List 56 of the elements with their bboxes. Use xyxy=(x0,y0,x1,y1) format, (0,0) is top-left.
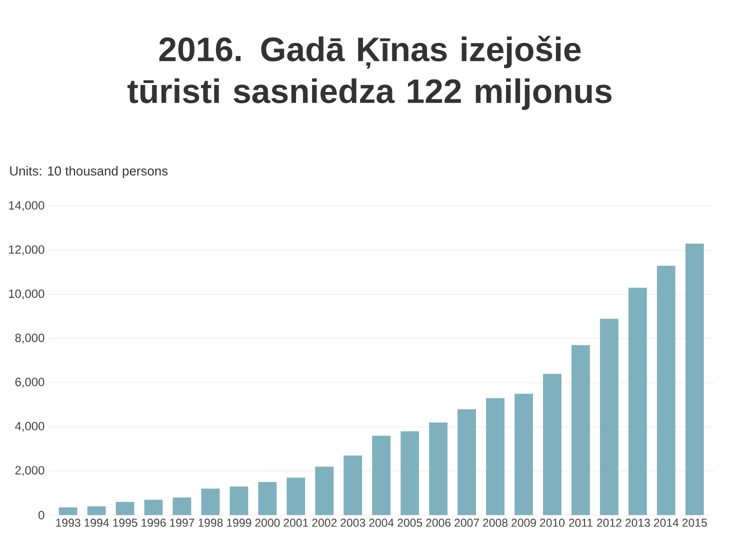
bar xyxy=(172,498,192,516)
x-tick-label: 2000 xyxy=(255,518,280,527)
y-tick-label: 2,000 xyxy=(15,466,44,476)
y-tick-label: 4,000 xyxy=(15,422,44,432)
bar xyxy=(656,266,676,516)
bar xyxy=(685,244,704,516)
bar xyxy=(258,482,277,516)
y-tick-label: 6,000 xyxy=(15,378,44,388)
x-tick-label: 2009 xyxy=(512,518,536,527)
x-tick-label: 2006 xyxy=(426,518,451,527)
x-tick-label: 1998 xyxy=(198,518,223,527)
x-tick-label: 2015 xyxy=(682,518,707,527)
x-tick-label: 2011 xyxy=(568,518,592,527)
bar xyxy=(116,502,134,516)
x-tick-label: 1994 xyxy=(84,518,109,527)
bar xyxy=(486,398,504,516)
x-tick-label: 2012 xyxy=(597,518,622,527)
y-tick-label: 12,000 xyxy=(9,245,44,256)
y-tick-label: 14,000 xyxy=(9,201,44,212)
bar xyxy=(58,507,78,516)
text: Units: 10 thousand persons xyxy=(10,166,168,178)
x-tick-label: 2005 xyxy=(398,518,422,527)
x-tick-label: 2004 xyxy=(369,518,394,527)
bar xyxy=(600,318,618,516)
y-tick-label: 8,000 xyxy=(15,334,44,344)
chart-title: 2016. Gadā Ķīnas izejošie tūristi sasniedza 122 miljonus xyxy=(128,36,612,110)
bar xyxy=(230,486,248,516)
bar xyxy=(315,466,334,516)
y-tick-label: 10,000 xyxy=(9,289,44,300)
x-tick-label: 2002 xyxy=(312,518,337,527)
x-tick-label: 2001 xyxy=(284,518,308,527)
bar xyxy=(372,436,391,516)
x-tick-label: 1993 xyxy=(56,518,80,527)
bar xyxy=(458,409,476,516)
x-tick-label: 2013 xyxy=(626,518,650,527)
y-tick-label: 0 xyxy=(38,510,44,520)
bar xyxy=(286,478,306,516)
x-tick-label: 2008 xyxy=(483,518,508,527)
x-tick-label: 1997 xyxy=(170,518,194,527)
bar xyxy=(514,394,533,516)
bar xyxy=(628,288,647,516)
bar xyxy=(344,456,362,516)
bar xyxy=(201,488,220,516)
x-tick-label: 1999 xyxy=(227,518,252,527)
x-tick-label: 2010 xyxy=(540,518,565,527)
bar xyxy=(429,422,448,516)
bar xyxy=(571,345,590,516)
x-tick-label: 2007 xyxy=(454,518,479,527)
x-tick-label: 1996 xyxy=(142,518,166,527)
bar xyxy=(144,500,163,516)
bar xyxy=(400,431,420,516)
x-tick-label: 2014 xyxy=(654,518,679,527)
x-tick-label: 1995 xyxy=(113,518,138,527)
bar xyxy=(543,374,562,516)
bar xyxy=(87,506,106,516)
x-tick-label: 2003 xyxy=(340,518,366,527)
